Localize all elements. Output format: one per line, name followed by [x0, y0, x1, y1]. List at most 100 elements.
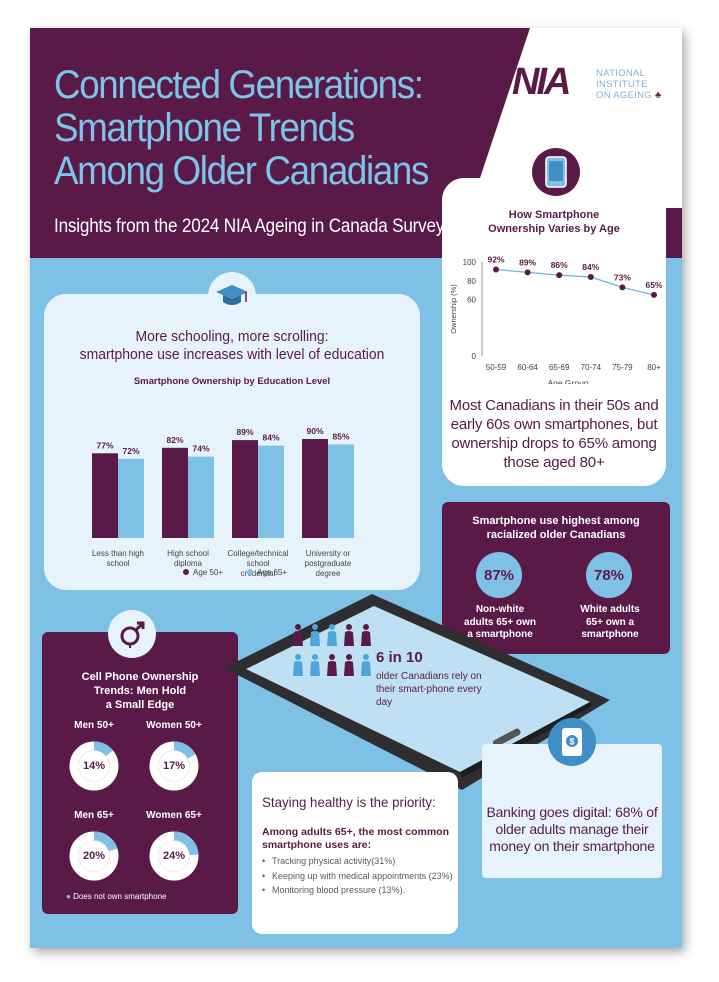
racialized-title-line: Smartphone use highest among: [472, 515, 640, 527]
title-line: Among Older Canadians: [54, 149, 429, 193]
donut-segment: [69, 831, 119, 881]
gender-card: Cell Phone Ownership Trends: Men Hold a …: [42, 632, 238, 914]
category-label: College/technical: [228, 549, 289, 558]
bar-label: 84%: [262, 433, 279, 443]
category-label: High school: [167, 549, 209, 558]
label-line: a smartphone: [467, 629, 533, 640]
person-body: [361, 631, 371, 646]
label-line: adults 65+ own: [464, 616, 536, 628]
infographic-poster: Connected Generations: Smartphone Trends…: [30, 28, 682, 948]
bar-label: 72%: [122, 446, 139, 456]
y-tick-label: 60: [467, 296, 476, 305]
legend-marker: [247, 569, 253, 575]
bar: [232, 440, 258, 538]
person-body: [310, 631, 320, 646]
data-label: 84%: [582, 262, 599, 272]
data-label: 86%: [551, 260, 568, 270]
education-chart-title: Smartphone Ownership by Education Level: [133, 376, 331, 387]
gender-title-line: a Small Edge: [105, 699, 175, 711]
header-corner-decoration: [470, 28, 682, 208]
legend-dot: ●: [66, 892, 71, 901]
donut-segment: [69, 741, 119, 791]
people-icons: [293, 624, 371, 676]
age-line-chart: 0 60 80 100 Ownership (%) 92% 50-59 89% 60-64 86%…: [449, 255, 662, 384]
donut-hole: [158, 750, 190, 782]
gender-icon: [108, 610, 156, 658]
donut-svg: [69, 831, 119, 881]
person-body: [293, 661, 303, 676]
racialized-title-line: racialized older Canadians: [486, 529, 626, 541]
money-phone-icon: $: [548, 718, 596, 766]
health-card: Staying healthy is the priority: Among a…: [252, 772, 458, 934]
bar-label: 82%: [166, 435, 183, 445]
person-body: [293, 631, 303, 646]
bar-label: 74%: [192, 444, 209, 454]
racialized-card: Smartphone use highest among racialized …: [442, 502, 670, 654]
data-label: 65%: [645, 280, 662, 290]
person-head: [363, 624, 369, 630]
data-point: [556, 272, 563, 279]
maple-leaf-icon: ♣: [654, 90, 662, 101]
logo-text-ageing: ON AGEING: [596, 90, 653, 101]
legend-label: Does not own smartphone: [73, 892, 167, 901]
title-line: Smartphone Trends: [54, 106, 355, 150]
gender-title: Cell Phone Ownership Trends: Men Hold a …: [42, 670, 238, 712]
list-item: Tracking physical activity(31%): [262, 856, 458, 868]
person-head: [346, 654, 352, 660]
health-list: Tracking physical activity(31%) Keeping …: [262, 856, 458, 900]
x-tick-label: 60-64: [517, 363, 538, 372]
header-banner: Connected Generations: Smartphone Trends…: [30, 28, 682, 258]
logo-text-line: ON AGEING ♣: [596, 90, 662, 101]
x-axis-label: Age Group: [547, 378, 588, 384]
page-title: Connected Generations: Smartphone Trends…: [54, 64, 440, 193]
logo-mark: NIA: [512, 61, 571, 103]
data-point: [651, 291, 657, 298]
svg-text:$: $: [569, 737, 574, 747]
x-tick-label: 80+: [647, 363, 661, 372]
education-heading: More schooling, more scrolling: smartpho…: [57, 328, 407, 364]
donut-svg: [69, 741, 119, 791]
person-body: [344, 631, 354, 646]
donut-segment: [149, 741, 199, 791]
stat-white-label: White adults 65+ own a smartphone: [560, 604, 660, 642]
data-label: 92%: [487, 255, 504, 265]
logo-text-line: INSTITUTE: [596, 79, 648, 90]
donut-value: 17%: [162, 760, 186, 772]
donut-chart: 14%: [68, 740, 120, 792]
person-head: [363, 654, 369, 660]
nia-logo: NIA NATIONAL INSTITUTE ON AGEING ♣: [512, 62, 672, 102]
y-tick-label: 80: [467, 277, 476, 286]
donut-label: Men 50+: [74, 720, 114, 731]
donut-value: 20%: [82, 850, 106, 862]
graduation-cap-icon: [208, 272, 256, 320]
age-title-line: Ownership Varies by Age: [488, 223, 620, 235]
label-line: White adults: [580, 604, 640, 615]
person-head: [312, 654, 318, 660]
stat-white: 78%: [586, 552, 632, 598]
x-tick-label: 70-74: [581, 363, 602, 372]
x-tick-label: 50-59: [486, 363, 507, 372]
age-summary: Most Canadians in their 50s and early 60…: [449, 397, 659, 471]
label-line: Non-white: [475, 604, 525, 615]
category-label: credential: [241, 569, 276, 578]
stat-non-white: 87%: [476, 552, 522, 598]
gender-title-line: Trends: Men Hold: [93, 685, 187, 697]
person-head: [312, 624, 318, 630]
donut-chart: 17%: [148, 740, 200, 792]
bar: [328, 444, 354, 538]
health-title: Staying healthy is the priority:: [262, 794, 436, 810]
banking-card: Banking goes digital: 68% of older adult…: [482, 744, 662, 878]
person-body: [310, 661, 320, 676]
donut-svg: [149, 741, 199, 791]
bar: [92, 453, 118, 538]
age-ownership-card: How Smartphone Ownership Varies by Age 0…: [442, 178, 666, 486]
x-tick-label: 65-69: [549, 363, 570, 372]
education-heading-line: More schooling, more scrolling:: [135, 328, 329, 345]
title-line: Connected Generations:: [54, 63, 424, 107]
bar: [162, 447, 188, 538]
bar: [188, 456, 214, 538]
bar: [302, 439, 328, 538]
x-tick-label: 75-79: [612, 363, 633, 372]
age-chart-title: How Smartphone Ownership Varies by Age: [442, 208, 666, 236]
